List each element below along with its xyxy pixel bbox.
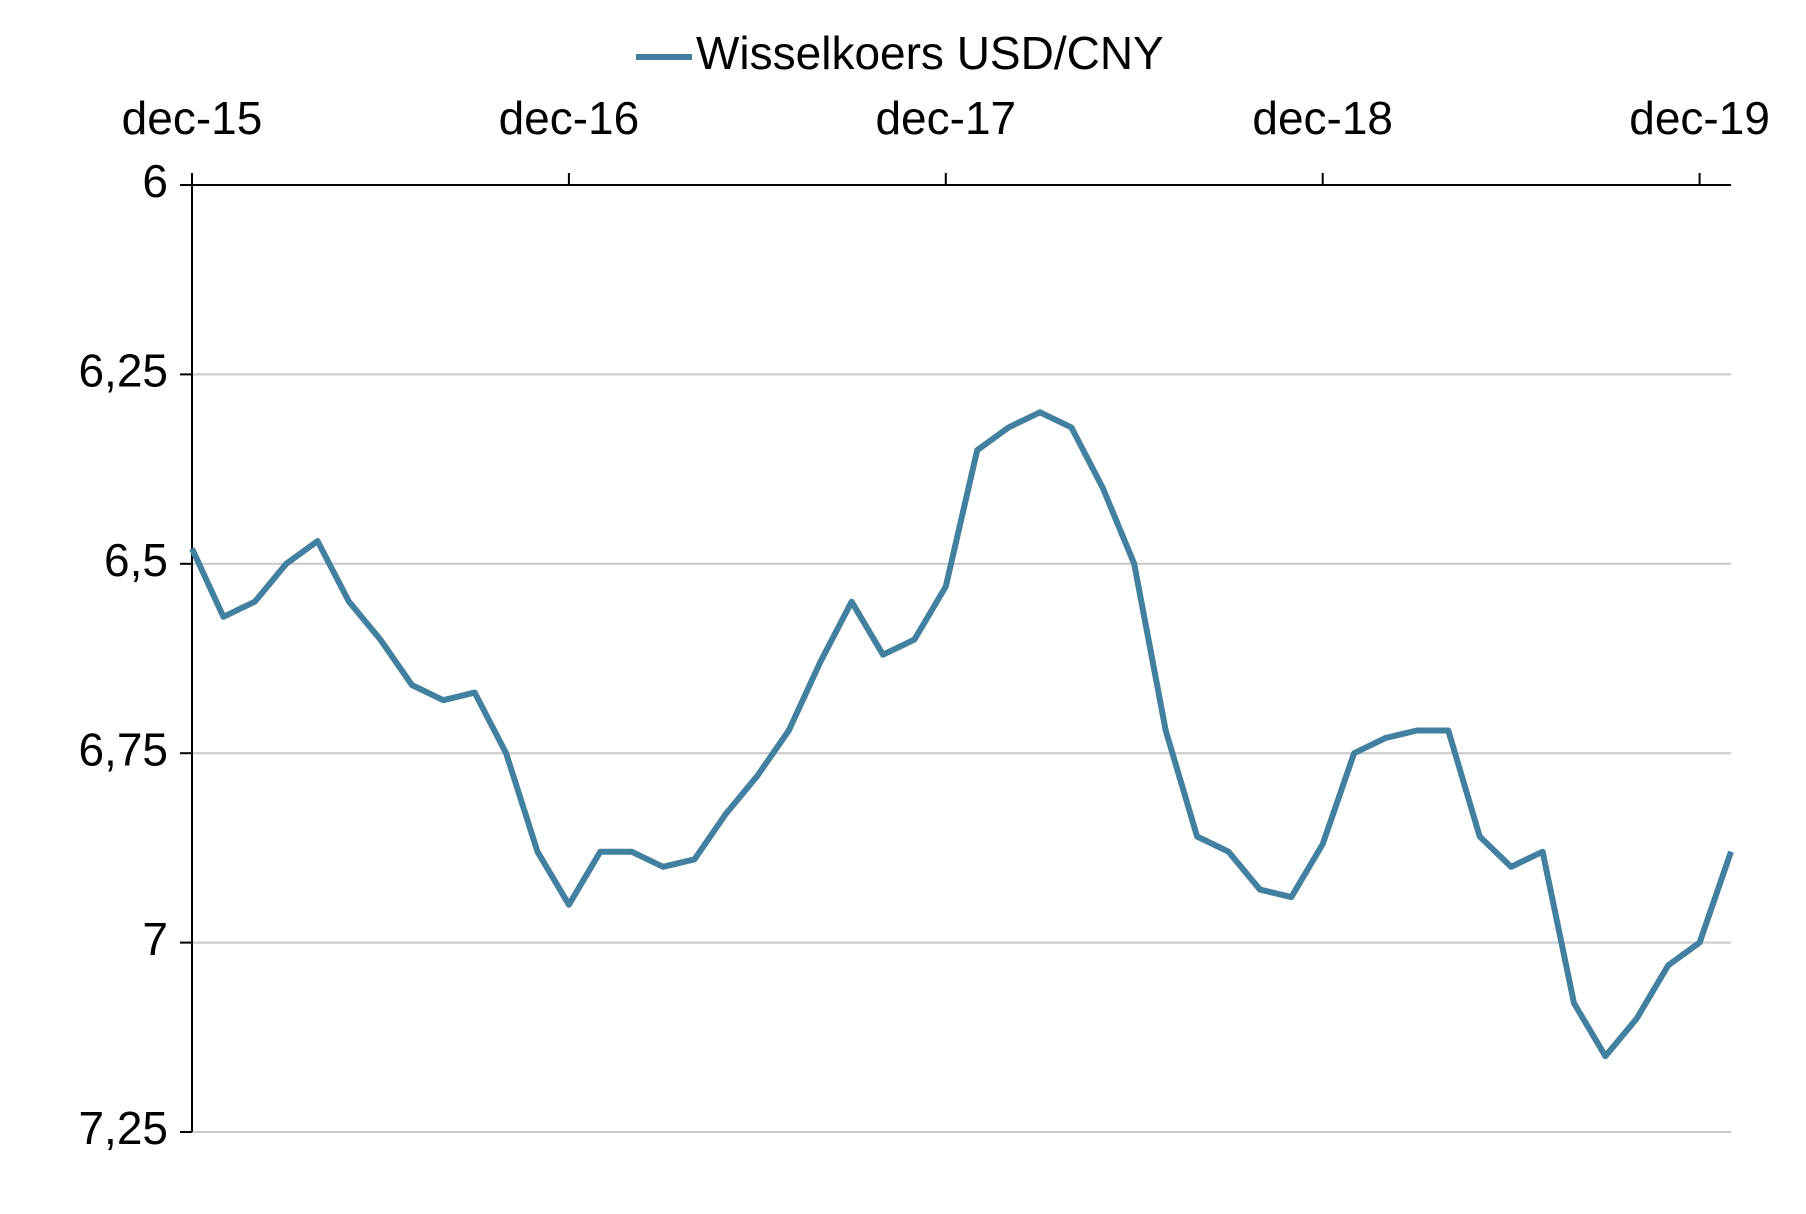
y-tick-label: 6,25 xyxy=(78,345,168,397)
y-tick-label: 6,5 xyxy=(104,534,168,586)
y-tick-label: 7 xyxy=(142,913,168,965)
x-tick-label: dec-16 xyxy=(499,92,640,144)
series-line xyxy=(189,409,1734,1060)
y-tick-label: 6 xyxy=(142,155,168,207)
x-tick-label: dec-19 xyxy=(1629,92,1770,144)
x-tick-label: dec-17 xyxy=(875,92,1016,144)
x-tick-label: dec-18 xyxy=(1252,92,1393,144)
y-tick-label: 7,25 xyxy=(78,1102,168,1154)
y-tick-label: 6,75 xyxy=(78,723,168,775)
legend-label: Wisselkoers USD/CNY xyxy=(696,27,1164,79)
x-tick-label: dec-15 xyxy=(122,92,263,144)
